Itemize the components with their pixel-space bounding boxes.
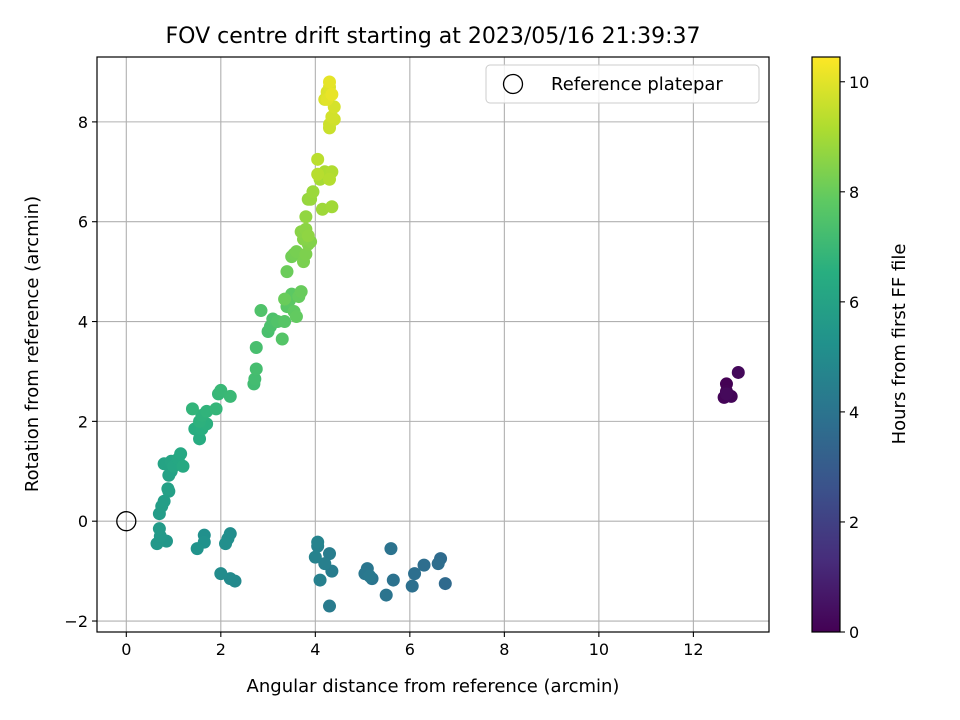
legend-entry-reference: Reference platepar [551,74,723,95]
grid [97,57,769,632]
data-point [379,588,393,602]
legend-box [485,64,760,104]
data-point [248,372,262,386]
data-point [318,557,332,571]
data-point [306,185,320,199]
colorbar-gradient [811,56,841,633]
data-point [249,340,263,354]
data-point [417,558,431,572]
colorbar-tick-label: 10 [849,73,869,92]
data-point [193,432,207,446]
data-point [223,389,237,403]
x-tick-label: 10 [589,640,609,659]
data-point [176,459,190,473]
data-point [731,365,745,379]
data-point [299,247,313,261]
data-point [405,579,419,593]
data-point [299,210,313,224]
data-point [190,542,204,556]
data-point [280,265,294,279]
data-point [185,402,199,416]
data-point [408,567,422,581]
x-tick-label: 12 [683,640,703,659]
data-point [719,387,733,401]
x-tick-label: 8 [499,640,509,659]
data-point [209,402,223,416]
data-point [254,304,268,318]
data-point [311,535,325,549]
data-point [386,573,400,587]
data-point [363,569,377,583]
y-tick-label: 0 [78,512,88,531]
data-point [289,310,303,324]
data-point [323,75,337,89]
x-tick-label: 2 [216,640,226,659]
data-point [214,567,228,581]
y-tick-label: −2 [64,612,88,631]
axes: 0 2 4 6 8 10 12 −2 0 2 4 6 8 [64,113,703,659]
colorbar-tick-label: 6 [849,293,859,312]
data-point [157,494,171,508]
colorbar-ticks: 0 2 4 6 8 10 [840,73,869,642]
data-point [431,557,445,571]
chart-title: FOV centre drift starting at 2023/05/16 … [166,24,701,49]
y-axis-label: Rotation from reference (arcmin) [22,196,43,492]
x-axis-label: Angular distance from reference (arcmin) [247,676,620,697]
x-tick-label: 4 [310,640,320,659]
data-point [275,332,289,346]
data-point [323,172,337,186]
legend-marker-reference [502,73,524,95]
data-point [325,87,339,101]
data-point [161,482,175,496]
data-point [311,167,325,181]
data-point [214,383,228,397]
y-tick-label: 6 [78,213,88,232]
y-tick-label: 8 [78,113,88,132]
data-point [219,537,233,551]
data-point [278,292,292,306]
scatter-points [150,75,745,613]
colorbar-tick-label: 0 [849,623,859,642]
data-point [174,447,188,461]
x-tick-label: 6 [405,640,415,659]
data-point [325,110,339,124]
data-point [152,522,166,536]
data-point [323,599,337,613]
colorbar-tick-label: 4 [849,403,859,422]
data-point [438,577,452,591]
data-point [323,547,337,561]
colorbar-label: Hours from first FF file [889,244,910,445]
colorbar-tick-label: 8 [849,183,859,202]
data-point [325,200,339,214]
legend: Reference platepar [485,64,760,104]
data-point [278,315,292,329]
reference-platepar-marker [116,511,137,532]
plot-frame [96,56,770,633]
data-point [301,229,315,243]
data-point [308,550,322,564]
colorbar-tick-label: 2 [849,513,859,532]
data-point [384,542,398,556]
data-point [313,573,327,587]
data-point [294,285,308,299]
data-point [311,152,325,166]
colorbar: 0 2 4 6 8 10 Hours from first FF file [811,56,910,642]
x-tick-label: 0 [121,640,131,659]
y-tick-label: 2 [78,412,88,431]
data-point [249,362,263,376]
y-tick-label: 4 [78,313,88,332]
